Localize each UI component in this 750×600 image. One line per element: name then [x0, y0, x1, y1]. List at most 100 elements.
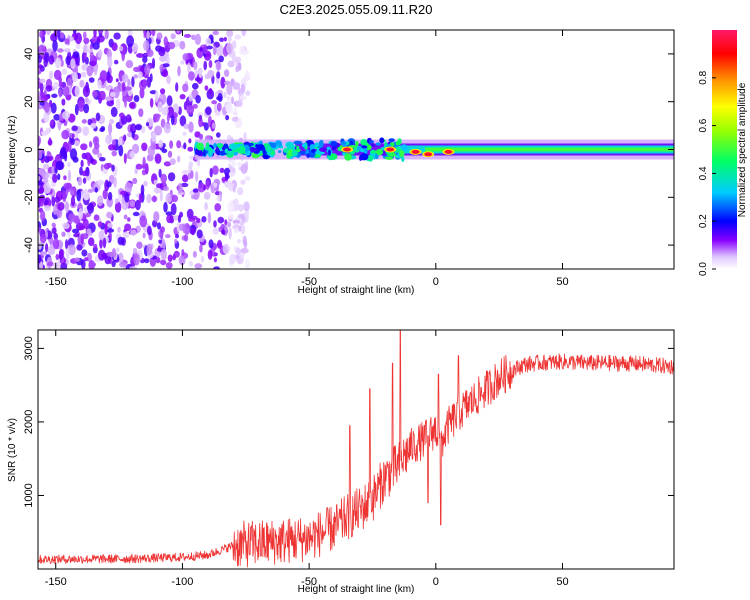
spectrogram-noise-speckle: [80, 71, 87, 78]
spectrogram-noise-speckle: [40, 233, 47, 244]
spectrogram-noise-speckle: [123, 134, 127, 142]
spectrogram-noise-speckle: [160, 88, 166, 95]
spectrogram-noise-speckle: [139, 215, 148, 228]
spectrogram-noise-speckle: [186, 208, 194, 220]
spectrogram-noise-speckle: [40, 91, 45, 98]
spectrogram-noise-speckle: [188, 260, 194, 267]
spectrogram-noise-speckle: [45, 127, 52, 134]
x-tick-label: 0: [433, 576, 439, 588]
spectrogram-noise-speckle: [177, 183, 183, 194]
spectrogram-noise-speckle: [55, 253, 60, 261]
spectrogram-noise-speckle: [244, 70, 250, 79]
spectrogram-noise-speckle: [87, 155, 91, 167]
spectrogram-band-blob: [356, 146, 362, 151]
spectrogram-noise-speckle: [180, 182, 189, 188]
spectrogram-noise-speckle: [160, 226, 165, 234]
spectrogram-noise-speckle: [240, 224, 246, 235]
spectrogram-noise-speckle: [57, 173, 61, 181]
spectrogram-noise-speckle: [166, 75, 171, 85]
spectrogram-noise-speckle: [108, 232, 112, 240]
spectrogram-noise-speckle: [107, 222, 113, 228]
spectrogram-noise-speckle: [220, 223, 226, 230]
spectrogram-noise-speckle: [188, 138, 192, 144]
spectrogram-band-blob: [226, 150, 234, 156]
spectrogram-noise-speckle: [62, 190, 67, 202]
spectrogram-noise-speckle: [216, 195, 221, 202]
spectrogram-noise-speckle: [169, 158, 176, 166]
spectrogram-noise-speckle: [84, 97, 89, 103]
spectrogram-noise-speckle: [108, 122, 113, 135]
colorbar-tick-label: 0.2: [698, 214, 709, 228]
spectrogram-noise-speckle: [70, 137, 75, 146]
spectrogram-noise-speckle: [58, 76, 62, 84]
spectrogram-noise-speckle: [227, 60, 235, 68]
spectrogram-noise-speckle: [119, 261, 127, 268]
spectrogram-noise-speckle: [106, 74, 113, 84]
spectrogram-noise-speckle: [206, 45, 213, 50]
spectrogram-noise-speckle: [58, 249, 64, 261]
spectrogram-noise-speckle: [80, 143, 88, 151]
spectrogram-noise-speckle: [38, 168, 45, 176]
spectrogram-noise-speckle: [76, 189, 82, 202]
spectrogram-noise-speckle: [106, 228, 115, 233]
spectrogram-noise-speckle: [93, 214, 100, 221]
spectrogram-noise-speckle: [188, 121, 194, 133]
spectrogram-noise-speckle: [136, 53, 144, 58]
spectrogram-band-blob: [301, 143, 307, 148]
spectrogram-noise-speckle: [217, 93, 223, 102]
spectrogram-noise-speckle: [170, 33, 176, 40]
spectrogram-noise-speckle: [161, 148, 168, 153]
spectrogram-noise-speckle: [241, 30, 247, 37]
spectrogram-band-blob: [370, 150, 378, 154]
spectrogram-noise-speckle: [84, 56, 89, 65]
spectrogram-noise-speckle: [88, 77, 95, 83]
spectrogram-noise-speckle: [170, 114, 175, 126]
spectrogram-noise-speckle: [97, 35, 105, 43]
spectrogram-band-blob: [196, 142, 204, 151]
spectrogram-noise-speckle: [141, 142, 148, 152]
spectrogram-noise-speckle: [129, 200, 136, 208]
spectrogram-hotspot: [386, 147, 395, 152]
spectrogram-noise-speckle: [225, 173, 230, 180]
spectrogram-noise-speckle: [86, 204, 94, 211]
spectrogram-noise-speckle: [170, 203, 177, 216]
spectrogram-band-core: [425, 147, 674, 152]
spectrogram-noise-speckle: [203, 44, 208, 55]
spectrogram-noise-speckle: [118, 45, 124, 52]
colorbar-tick-label: 0.6: [698, 118, 709, 132]
spectrogram-noise-speckle: [126, 152, 131, 159]
spectrogram-noise-speckle: [134, 167, 138, 175]
spectrogram-noise-speckle: [44, 52, 50, 63]
spectrogram-noise-speckle: [65, 247, 70, 260]
colorbar-ticks: 0.0 0.2 0.4 0.6 0.8: [698, 70, 716, 276]
spectrogram-noise-speckle: [212, 45, 217, 56]
spectrogram-band-blob: [223, 143, 229, 149]
spectrogram-noise-speckle: [43, 182, 51, 194]
spectrogram-noise-speckle: [161, 69, 169, 78]
spectrogram-noise-speckle: [50, 119, 54, 126]
spectrogram-noise-speckle: [111, 260, 116, 268]
spectrogram-noise-speckle: [216, 61, 221, 71]
spectrogram-noise-speckle: [130, 123, 137, 135]
spectrogram-noise-speckle: [82, 126, 90, 137]
spectrogram-noise-speckle: [52, 238, 60, 250]
spectrogram-noise-speckle: [221, 229, 226, 235]
spectrogram-noise-speckle: [48, 55, 55, 65]
spectrogram-noise-speckle: [182, 169, 189, 175]
spectrogram-noise-speckle: [191, 34, 196, 41]
spectrogram-noise-speckle: [227, 213, 234, 220]
spectrogram-x-label: Height of straight line (km): [298, 285, 415, 296]
spectrogram-noise-speckle: [212, 227, 219, 235]
spectrogram-noise-speckle: [135, 124, 142, 131]
spectrogram-noise-speckle: [182, 83, 189, 93]
spectrogram-noise-speckle: [194, 77, 202, 82]
spectrogram-noise-speckle: [69, 189, 75, 196]
spectrogram-noise-speckle: [154, 90, 159, 102]
spectrogram-noise-speckle: [82, 177, 87, 184]
spectrogram-band-blob: [360, 139, 368, 146]
snr-y-label: SNR (10 * v/v): [7, 418, 18, 482]
spectrogram-noise-speckle: [39, 186, 45, 193]
x-tick-label: -150: [45, 576, 67, 588]
spectrogram-band-blob: [224, 148, 229, 154]
spectrogram-noise-speckle: [133, 74, 138, 79]
